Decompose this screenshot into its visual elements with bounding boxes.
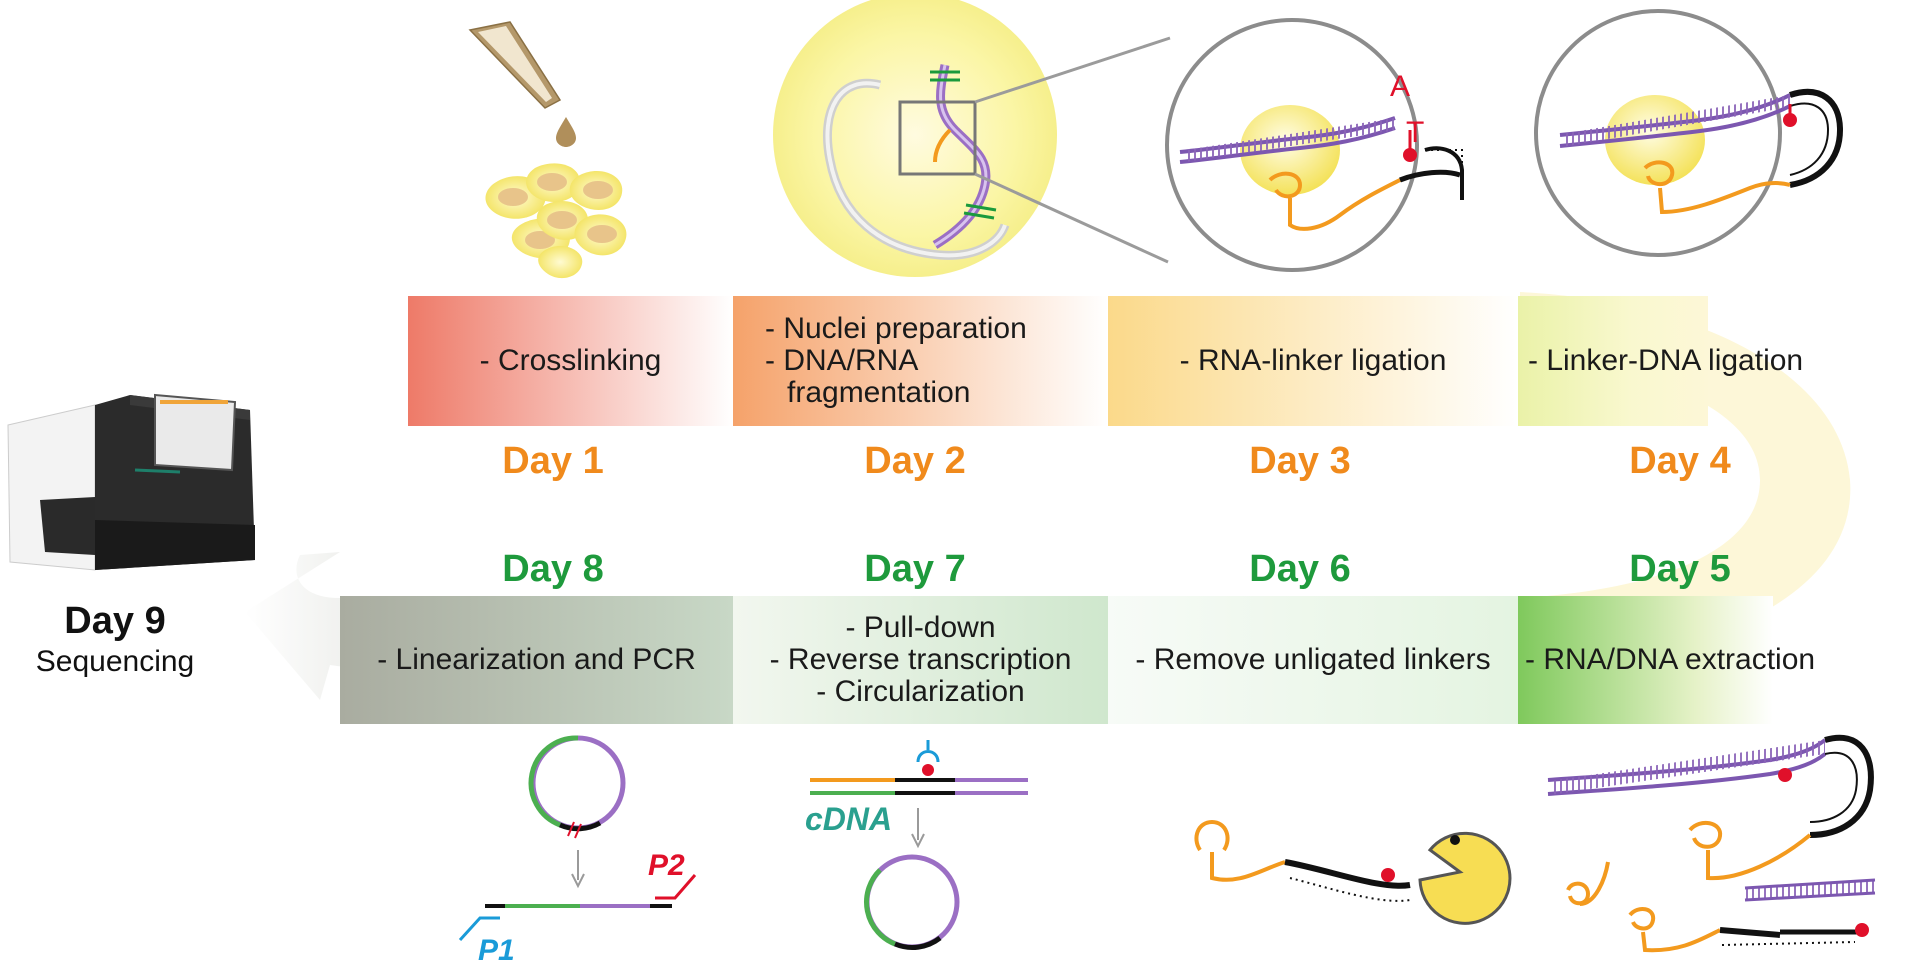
cdna-illustration [810, 740, 1028, 950]
step-label-day5: - RNA/DNA extraction [1525, 596, 1855, 724]
day-label-day4: Day 4 [1629, 440, 1731, 482]
nucleus-illustration [773, 0, 1171, 277]
extraction-illustration [1547, 734, 1876, 953]
box-day3 [1108, 296, 1518, 426]
box-day5 [1518, 596, 1773, 724]
sequencer-machine [7, 393, 255, 571]
pcr-illustration [458, 735, 697, 942]
base-t-label: T [1406, 116, 1424, 149]
box-day1 [408, 296, 733, 426]
day-label-day1: Day 1 [502, 440, 604, 482]
pacman-illustration [1194, 819, 1512, 925]
box-day8 [340, 596, 733, 724]
primer-p1-label: P1 [478, 934, 515, 967]
step-line: - Linearization and PCR [377, 643, 696, 676]
day-label-day2: Day 2 [864, 440, 966, 482]
day-label-day8: Day 8 [502, 548, 604, 590]
primer-p2-label: P2 [648, 849, 685, 882]
day-label-day7: Day 7 [864, 548, 966, 590]
step-line: - Crosslinking [479, 344, 662, 377]
step-line: - DNA/RNA [765, 344, 919, 377]
step-line: - Circularization [816, 675, 1025, 708]
box-day2 [733, 296, 1108, 426]
step-line: fragmentation [787, 376, 971, 409]
step-line: - Pull-down [845, 611, 996, 644]
step-line: - RNA-linker ligation [1179, 344, 1447, 377]
step-label-day1: - Crosslinking [408, 296, 733, 426]
final-day-label: Day 9 [64, 600, 166, 642]
base-a-label: A [1390, 70, 1410, 103]
step-label-day2: - Nuclei preparation - DNA/RNA fragmenta… [765, 296, 1105, 426]
step-line: - Remove unligated linkers [1135, 643, 1491, 676]
box-day7 [733, 596, 1108, 724]
box-day6 [1108, 596, 1518, 724]
day-label-day5: Day 5 [1629, 548, 1731, 590]
rna-linker-zoom [1165, 18, 1464, 272]
u-turn-band [1520, 292, 1851, 668]
final-step: Day 9 Sequencing [20, 600, 210, 679]
step-line: - Reverse transcription [769, 643, 1072, 676]
step-label-day8: - Linearization and PCR [340, 596, 733, 724]
step-label-day7: - Pull-down - Reverse transcription - Ci… [733, 596, 1108, 724]
step-label-day3: - RNA-linker ligation [1108, 296, 1518, 426]
day-label-day3: Day 3 [1249, 440, 1351, 482]
day-label-day6: Day 6 [1249, 548, 1351, 590]
box-day4 [1518, 296, 1708, 426]
step-line: - Linker-DNA ligation [1528, 344, 1804, 377]
step-label-day4: - Linker-DNA ligation [1528, 296, 1858, 426]
linker-dna-zoom [1534, 9, 1844, 257]
step-line: - Nuclei preparation [765, 312, 1027, 345]
step-line: - RNA/DNA extraction [1525, 643, 1816, 676]
step-label-day6: - Remove unligated linkers [1108, 596, 1518, 724]
cdna-label: cDNA [805, 801, 892, 837]
crosslink-illustration [468, 21, 627, 279]
final-step-label: Sequencing [35, 645, 195, 678]
